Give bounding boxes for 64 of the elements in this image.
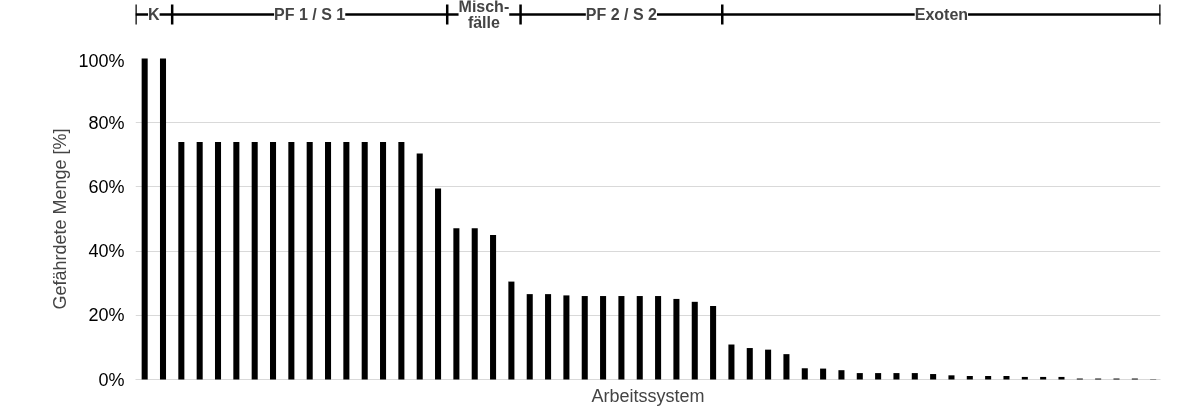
text: Exoten xyxy=(914,6,969,23)
bar xyxy=(746,348,753,380)
bar xyxy=(453,228,460,380)
bar xyxy=(801,368,808,380)
y-tick-label: 80% xyxy=(88,112,125,133)
y-tick-label: 20% xyxy=(88,305,125,326)
bar xyxy=(380,141,387,380)
bar xyxy=(893,373,900,380)
y-axis-title: Gefährdete Menge [%] xyxy=(50,128,71,310)
y-tick-label: 0% xyxy=(98,369,125,390)
bar xyxy=(966,375,973,380)
bar xyxy=(1021,376,1028,380)
bar xyxy=(178,141,185,380)
bar xyxy=(930,374,937,380)
bar xyxy=(985,375,992,380)
bar xyxy=(435,188,442,380)
bar xyxy=(948,375,955,380)
bar xyxy=(471,228,478,380)
bar xyxy=(563,295,570,380)
bar xyxy=(270,141,277,380)
bar xyxy=(856,373,863,380)
bar xyxy=(1040,376,1047,380)
bar xyxy=(710,305,717,380)
bar xyxy=(398,141,405,380)
bar xyxy=(361,141,368,380)
bar xyxy=(508,281,515,380)
bar xyxy=(820,368,827,380)
bar xyxy=(911,373,918,380)
bar xyxy=(728,344,735,380)
text: PF 1 / S 1 xyxy=(274,6,346,23)
bar xyxy=(526,294,533,380)
bar xyxy=(251,141,258,380)
bar xyxy=(545,294,552,380)
bar xyxy=(1058,376,1065,380)
bar xyxy=(655,296,662,380)
bar xyxy=(325,141,332,380)
bar xyxy=(233,141,240,380)
y-tick-label: 40% xyxy=(88,241,125,262)
bar xyxy=(838,370,845,380)
bar xyxy=(343,141,350,380)
text: K xyxy=(148,6,161,23)
bar xyxy=(600,296,607,380)
bar xyxy=(1003,375,1010,380)
bar xyxy=(159,58,167,380)
bar xyxy=(196,141,203,380)
y-tick-label: 60% xyxy=(88,176,125,197)
bar xyxy=(306,141,313,380)
bar xyxy=(416,153,423,380)
y-tick-label: 100% xyxy=(78,50,125,71)
bar xyxy=(673,298,680,380)
text: Misch- fälle xyxy=(458,0,510,32)
bar xyxy=(875,373,882,380)
bar xyxy=(141,58,148,380)
bar xyxy=(691,301,698,380)
bar xyxy=(490,235,497,380)
bar xyxy=(288,141,295,380)
bar xyxy=(636,296,643,380)
bar xyxy=(618,296,625,380)
text: PF 2 / S 2 xyxy=(585,6,658,23)
bar xyxy=(765,349,772,380)
bar xyxy=(214,141,222,380)
bar xyxy=(783,354,790,380)
x-axis-title: Arbeitssystem xyxy=(591,385,705,406)
bar xyxy=(581,296,588,380)
